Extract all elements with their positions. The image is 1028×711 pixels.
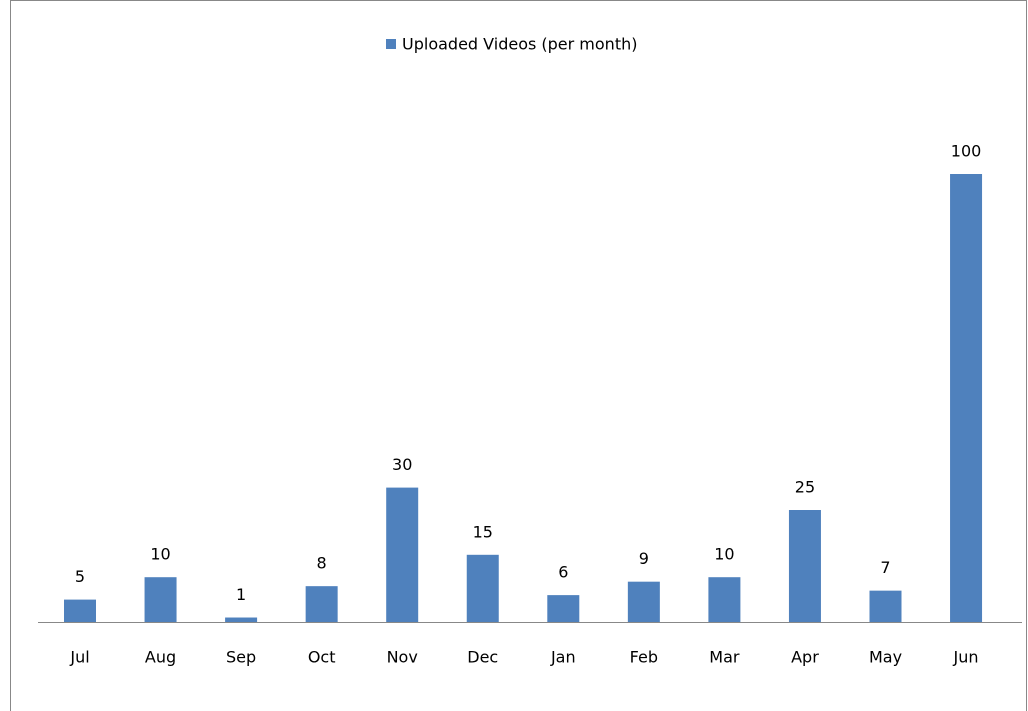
bar [708,577,741,622]
data-label: 6 [558,563,568,582]
chart-border [10,0,1027,711]
bar [788,510,821,622]
bar [64,599,96,622]
x-tick-label: Mar [709,648,740,667]
bar [627,581,660,622]
x-tick-label: Oct [308,648,336,667]
bar [950,174,983,622]
bar [225,617,258,622]
x-tick-label: Feb [630,648,658,667]
x-tick-label: Apr [791,648,819,667]
data-label: 8 [317,554,327,573]
data-label: 100 [951,142,982,161]
bar [547,595,580,622]
data-label: 10 [714,545,734,564]
x-tick-label: Jan [550,648,576,667]
data-label: 30 [392,455,412,474]
x-tick-label: Sep [226,648,256,667]
x-tick-label: Nov [387,648,418,667]
data-label: 10 [150,545,170,564]
bar [466,554,499,622]
bar [869,590,902,622]
data-label: 25 [795,478,815,497]
data-label: 15 [473,522,493,541]
bar [305,586,338,622]
data-label: 9 [639,549,649,568]
x-tick-label: Jul [69,648,89,667]
data-label: 1 [236,585,246,604]
x-tick-label: Aug [145,648,176,667]
legend-swatch [386,39,396,49]
x-tick-label: Dec [467,648,498,667]
data-label: 5 [75,567,85,586]
legend-label: Uploaded Videos (per month) [402,35,637,54]
bar [386,487,419,622]
x-tick-label: Jun [953,648,979,667]
x-tick-label: May [869,648,902,667]
bar [144,577,177,622]
data-label: 7 [880,558,890,577]
